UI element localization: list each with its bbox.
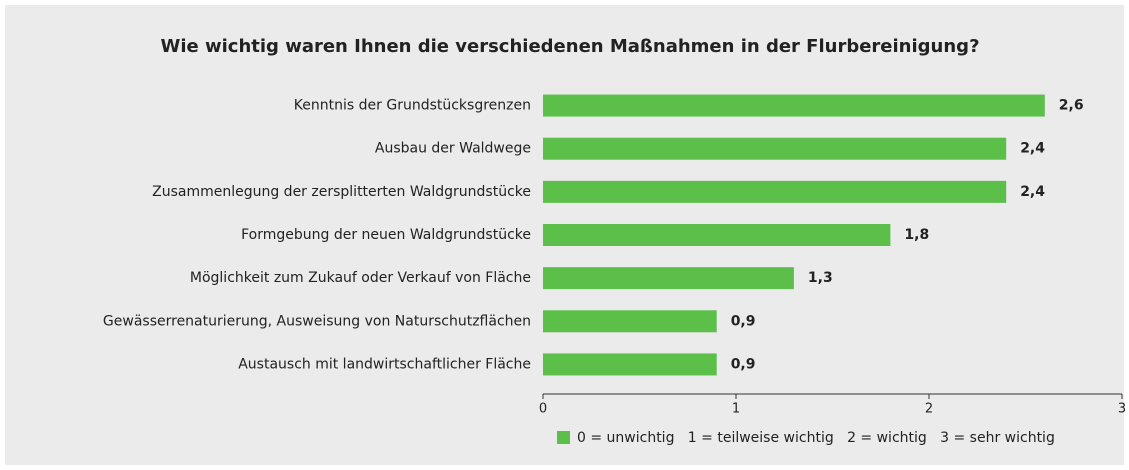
value-label: 2,4 <box>1020 184 1045 200</box>
x-tick-label: 3 <box>1118 402 1126 417</box>
value-label: 1,3 <box>808 270 833 286</box>
category-label: Austausch mit landwirtschaftlicher Fläch… <box>238 356 531 372</box>
legend-swatch <box>557 431 570 444</box>
legend-label: 0 = unwichtig 1 = teilweise wichtig 2 = … <box>577 430 1055 446</box>
value-label: 2,6 <box>1059 98 1084 114</box>
value-label: 1,8 <box>904 227 929 243</box>
bar <box>543 310 717 333</box>
category-label: Zusammenlegung der zersplitterten Waldgr… <box>152 184 531 200</box>
bar <box>543 224 891 246</box>
chart-title: Wie wichtig waren Ihnen die verschiedene… <box>160 36 979 57</box>
category-label: Kenntnis der Grundstücksgrenzen <box>294 98 531 114</box>
value-label: 0,9 <box>731 356 756 372</box>
bar <box>543 137 1007 160</box>
category-label: Möglichkeit zum Zukauf oder Verkauf von … <box>190 270 531 286</box>
bar <box>543 267 794 290</box>
x-tick-label: 1 <box>732 402 740 417</box>
category-label: Formgebung der neuen Waldgrundstücke <box>241 227 531 243</box>
category-label: Gewässerrenaturierung, Ausweisung von Na… <box>103 313 531 329</box>
bar <box>543 180 1007 203</box>
bar <box>543 94 1045 117</box>
value-label: 2,4 <box>1020 141 1045 157</box>
x-tick-label: 0 <box>539 402 547 417</box>
category-label: Ausbau der Waldwege <box>375 141 531 157</box>
x-tick-label: 2 <box>925 402 933 417</box>
value-label: 0,9 <box>731 313 756 329</box>
bar <box>543 353 717 376</box>
